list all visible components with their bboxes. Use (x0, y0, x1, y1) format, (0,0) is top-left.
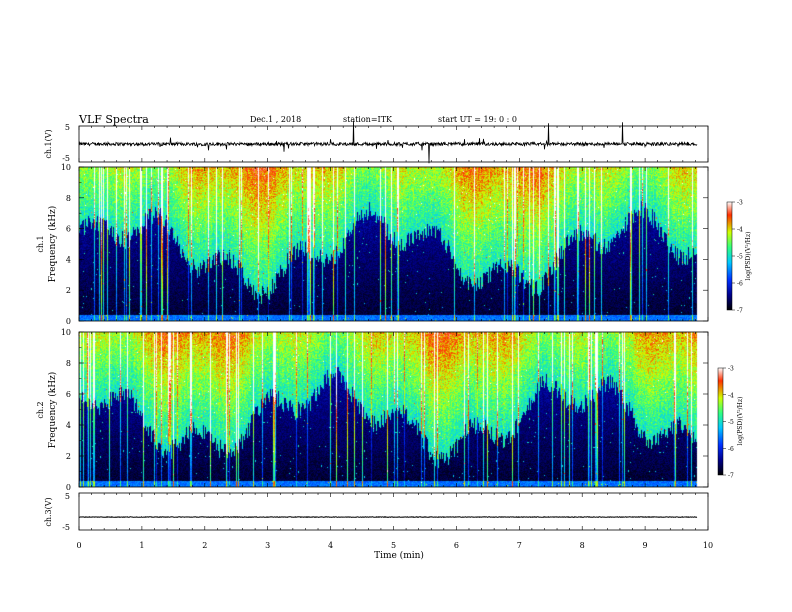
ch1-colorbar-tick-label: -3 (737, 200, 743, 207)
ch3-waveform-trace (78, 516, 698, 519)
ch1-colorbar-tick-label: -7 (737, 308, 743, 315)
ch2-colorbar-label: log(PSD)(V²/Hz) (737, 397, 744, 446)
time-tick-label: 5 (391, 541, 396, 550)
time-axis-label: Time (min) (374, 550, 424, 561)
ch2-spectrogram-ytick-label: 2 (66, 452, 71, 461)
ch1-spectrogram-ytick-label: 10 (61, 163, 71, 172)
time-tick-label: 1 (139, 541, 144, 550)
ch1-colorbar-tick-label: -6 (737, 281, 743, 288)
ch3-waveform-frame (78, 492, 709, 531)
ch1-colorbar-ticks: -3 -4 -5 -6 -7 (732, 200, 743, 315)
time-axis-tick-labels: 0 1 2 3 4 5 6 7 8 9 10 (76, 541, 713, 550)
ch1-colorbar: -3 -4 -5 -6 -7 log(PSD)(V²/Hz) (726, 200, 752, 315)
ch2-colorbar-tick-label: -6 (728, 446, 734, 453)
time-tick-label: 8 (580, 541, 585, 550)
time-tick-label: 3 (265, 541, 270, 550)
ch1-colorbar-label: log(PSD)(V²/Hz) (745, 232, 752, 281)
ch1-spectrogram-ytick-label: 0 (66, 317, 71, 326)
ch1-waveform-panel: 5 -5 ch.1(V) (44, 120, 709, 164)
ch2-spectrogram-ytick-label: 0 (66, 483, 71, 492)
ch2-spectrogram-ytick-label: 8 (66, 359, 71, 368)
ch3-waveform-panel: 5 -5 ch.3(V) (44, 492, 709, 532)
ch3-waveform-ticks (78, 493, 709, 530)
ch1-colorbar-tick-label: -5 (737, 254, 743, 261)
ch2-spectrogram-ytick-label: 4 (66, 421, 71, 430)
ch2-spectrogram-ytick-label: 10 (61, 328, 71, 337)
time-tick-label: 6 (454, 541, 459, 550)
ch1-waveform-ticks (78, 126, 709, 162)
ch1-spectrogram-ytick-label: 2 (66, 286, 71, 295)
ch3-waveform-ylabel: ch.3(V) (44, 497, 53, 526)
ch1-spectrogram-xticks (78, 167, 709, 321)
time-tick-label: 0 (76, 541, 81, 550)
ch2-colorbar-ticks: -3 -4 -5 -6 -7 (723, 366, 734, 480)
time-tick-label: 9 (643, 541, 648, 550)
ch1-colorbar-tick-label: -4 (737, 227, 743, 234)
ch2-spectrogram-xticks (78, 332, 709, 487)
ch2-colorbar: -3 -4 -5 -6 -7 log(PSD)(V²/Hz) (717, 366, 744, 480)
ch1-spectrogram-ytick-label: 4 (66, 255, 71, 264)
ch2-colorbar-scale (717, 367, 724, 476)
ch2-colorbar-tick-label: -7 (728, 473, 734, 480)
ch2-spectrogram-ylabel-frequency: Frequency (kHz) (47, 372, 58, 449)
ch1-spectrogram-panel: 0 2 4 6 8 10 ch.1 Frequency (kHz) (36, 163, 709, 326)
time-tick-label: 4 (328, 541, 333, 550)
start-time-label: start UT = 19: 0 : 0 (438, 115, 517, 124)
ch2-spectrogram-panel: 0 2 4 6 8 10 ch.2 Frequency (kHz) (36, 328, 709, 492)
time-tick-label: 2 (202, 541, 207, 550)
ch2-colorbar-tick-label: -3 (728, 366, 734, 373)
ch1-waveform-trace (78, 120, 698, 164)
ch1-spectrogram-ytick-label: 8 (66, 194, 71, 203)
ch1-colorbar-scale (726, 201, 733, 311)
ch1-waveform-ylabel: ch.1(V) (44, 129, 53, 158)
ch2-spectrogram-ytick-label: 6 (66, 390, 71, 399)
ch1-spectrogram-ylabel-frequency: Frequency (kHz) (47, 206, 58, 283)
ch2-colorbar-tick-label: -4 (728, 392, 734, 399)
date-label: Dec.1 , 2018 (250, 115, 301, 124)
figure-title: VLF Spectra (78, 113, 149, 126)
ch3-ytick-bottom: -5 (62, 523, 70, 532)
ch2-colorbar-tick-label: -5 (728, 419, 734, 426)
ch1-ytick-top: 5 (65, 123, 70, 132)
ch1-spectrogram-yticks: 0 2 4 6 8 10 (61, 163, 708, 326)
ch2-spectrogram-image (79, 332, 708, 487)
ch1-spectrogram-ylabel-channel: ch.1 (36, 235, 45, 252)
time-tick-label: 10 (703, 541, 713, 550)
time-tick-label: 7 (517, 541, 522, 550)
ch3-ytick-top: 5 (65, 492, 70, 501)
ch1-ytick-bottom: -5 (62, 154, 70, 163)
ch2-spectrogram-ylabel-channel: ch.2 (36, 401, 45, 418)
station-label: station=ITK (343, 115, 393, 124)
ch1-spectrogram-image (79, 167, 708, 321)
ch2-spectrogram-yticks: 0 2 4 6 8 10 (61, 328, 708, 492)
ch1-spectrogram-ytick-label: 6 (66, 225, 71, 234)
